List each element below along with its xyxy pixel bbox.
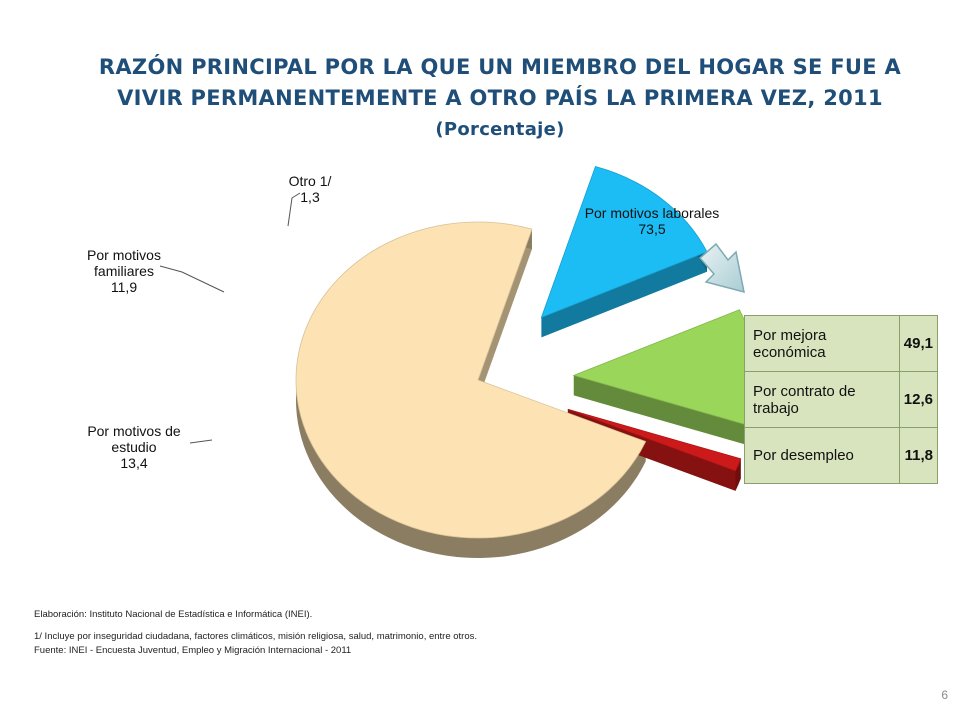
leader-line — [287, 192, 301, 227]
title-line-2: VIVIR PERMANENTEMENTE A OTRO PAÍS LA PRI… — [117, 86, 883, 110]
table-value: 12,6 — [898, 371, 939, 428]
leader-line — [189, 439, 213, 444]
table-value: 11,8 — [898, 427, 939, 484]
slice-wall — [541, 251, 707, 338]
elaboration-note: Elaboración: Instituto Nacional de Estad… — [34, 609, 313, 620]
table-label: Por mejora económica — [744, 315, 900, 372]
slice-value-label: 1,3 — [300, 189, 320, 205]
table-row: Por mejora económica 49,1 — [744, 315, 939, 372]
table-label: Por desempleo — [744, 427, 900, 484]
slice-value-label: 13,4 — [120, 455, 147, 471]
slice-category-label: Por motivos laborales — [585, 205, 720, 221]
slice-category-label: Por motivos — [87, 247, 161, 263]
slice-value-label: 11,9 — [111, 279, 137, 295]
arrow-icon — [698, 242, 745, 294]
footnote: 1/ Incluye por inseguridad ciudadana, fa… — [34, 631, 478, 642]
table-row: Por contrato de trabajo 12,6 — [744, 371, 939, 428]
chart-subtitle: (Porcentaje) — [435, 119, 565, 140]
slice-wall — [478, 229, 532, 400]
table-row: Por desempleo 11,8 — [744, 427, 939, 484]
pie-slice-top-2 — [540, 166, 708, 319]
slice-rim — [735, 458, 741, 491]
pie-slice-top-4 — [567, 408, 742, 472]
page-number: 6 — [941, 688, 948, 702]
leader-line — [159, 265, 225, 293]
pie-slice-top-1 — [295, 221, 647, 539]
slice-value-label: 73,5 — [638, 221, 665, 237]
title-line-1: RAZÓN PRINCIPAL POR LA QUE UN MIEMBRO DE… — [98, 55, 902, 79]
slice-category-label: Otro 1/ — [289, 173, 332, 189]
source-note: Fuente: INEI - Encuesta Juventud, Empleo… — [34, 645, 352, 656]
slice-category-label: familiares — [94, 263, 154, 279]
chart-title: RAZÓN PRINCIPAL POR LA QUE UN MIEMBRO DE… — [40, 52, 960, 145]
table-value: 49,1 — [898, 315, 939, 372]
labor-breakdown-table: Por mejora económica 49,1 Por contrato d… — [744, 315, 939, 484]
slice-category-label: estudio — [111, 439, 156, 455]
slice-wall — [573, 375, 747, 445]
slice-category-label: Por motivos de — [87, 423, 181, 439]
table-label: Por contrato de trabajo — [744, 371, 900, 428]
